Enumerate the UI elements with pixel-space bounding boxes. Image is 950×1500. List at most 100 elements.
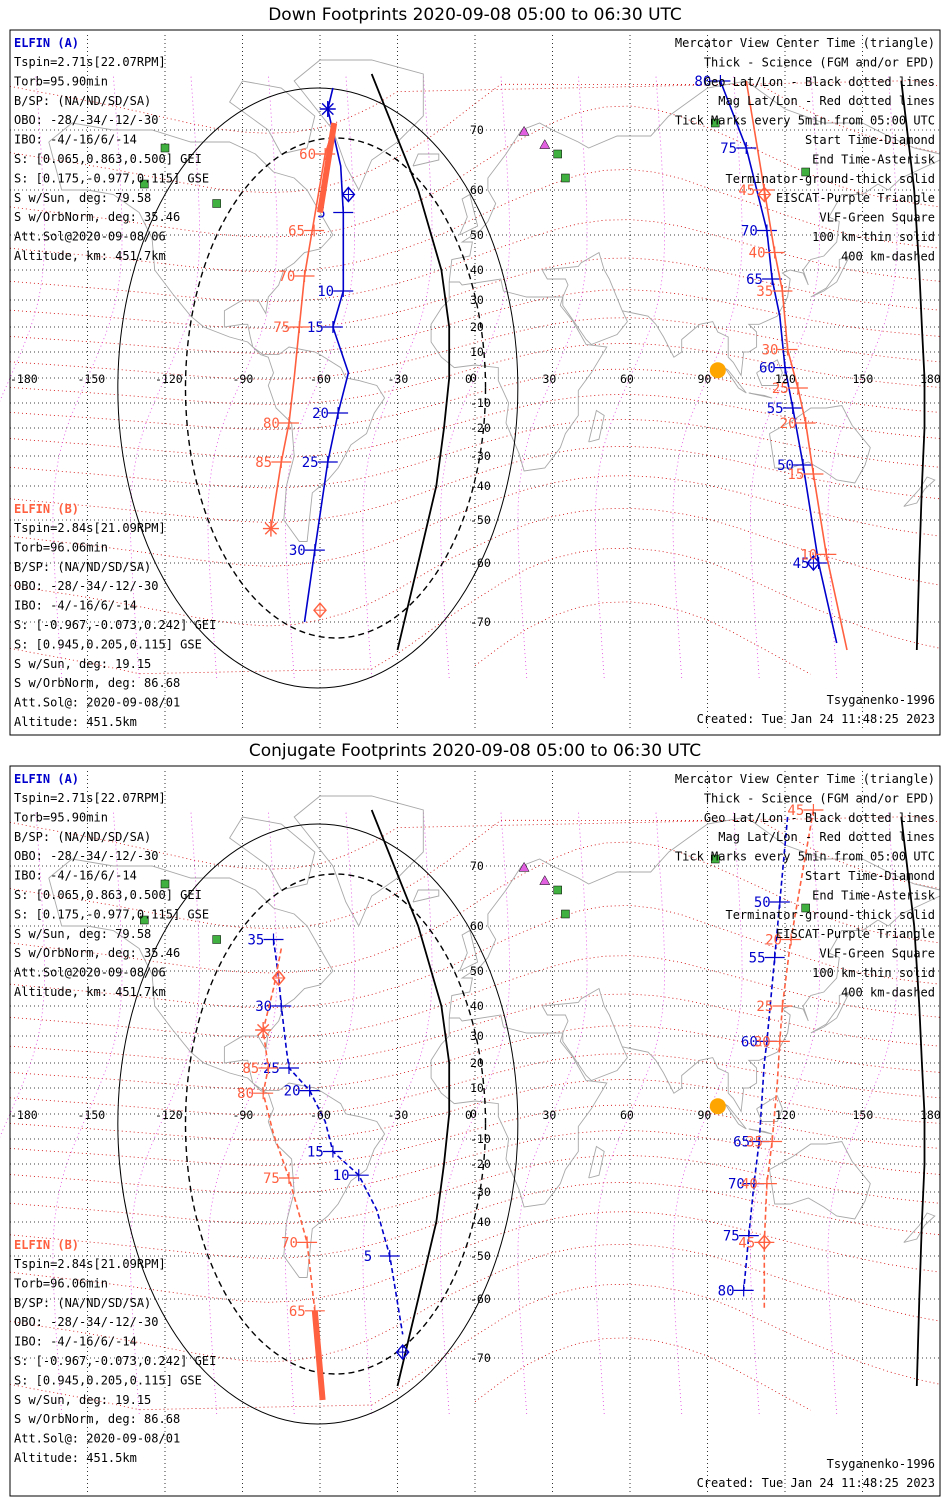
legend: Mercator View Center Time (triangle) Thic… xyxy=(675,36,936,263)
mag-latitude-line xyxy=(9,393,941,459)
vlf-square-icon xyxy=(160,143,170,153)
longitude-tick-label: -90 xyxy=(233,372,254,386)
time-tick-label: 35 xyxy=(756,284,773,300)
time-tick-label: 65 xyxy=(289,1304,306,1320)
elfin-b-line: Torb=96.06min xyxy=(14,540,108,554)
time-tick-label: 20 xyxy=(284,1084,301,1100)
elfin-a-line: Tspin=2.71s[22.07RPM] xyxy=(14,791,166,805)
coastline xyxy=(748,392,773,399)
time-tick-label: 10 xyxy=(317,284,334,300)
subsolar-point-icon xyxy=(709,1098,726,1115)
longitude-tick-label: -30 xyxy=(388,1108,409,1122)
latitude-tick-label: 20 xyxy=(470,320,484,334)
mag-latitude-line xyxy=(9,445,941,523)
created-label: Created: Tue Jan 24 11:48:25 2023 xyxy=(697,1476,935,1490)
mag-latitude-line xyxy=(9,475,941,567)
time-tick-label: 5 xyxy=(364,1249,372,1265)
time-tick-label: 20 xyxy=(765,933,782,949)
mag-latitude-line xyxy=(9,317,941,380)
vlf-square-icon xyxy=(801,167,810,177)
terminator-line xyxy=(370,809,451,1387)
latitude-tick-label: -50 xyxy=(470,1249,491,1263)
latitude-tick-label: 20 xyxy=(470,1056,484,1070)
elfin-b-line: S w/Sun, deg: 19.15 xyxy=(14,1393,151,1407)
elfin-a-line: OBO: -28/-34/-12/-30 xyxy=(14,113,159,127)
legend-item: Start Time-Diamond xyxy=(805,133,935,147)
longitude-tick-label: 90 xyxy=(698,1108,712,1122)
legend-item: Mag Lat/Lon - Red dotted lines xyxy=(718,94,935,108)
longitude-tick-label: -90 xyxy=(233,1108,254,1122)
end-asterisk-icon xyxy=(264,522,278,535)
mag-latitude-line xyxy=(9,1053,941,1116)
latitude-tick-label: 30 xyxy=(470,293,484,307)
subsolar-point-icon xyxy=(709,362,726,379)
elfin-b-line: B/SP: (NA/ND/SD/SA) xyxy=(14,1296,151,1310)
time-tick-label: 70 xyxy=(279,269,296,285)
time-tick-label: 40 xyxy=(741,1177,758,1193)
latitude-tick-label: -60 xyxy=(470,1292,491,1306)
legend-item: Terminator-ground-thick solid xyxy=(725,908,935,922)
elfin-b-line: Tspin=2.84s[21.09RPM] xyxy=(14,1257,166,1271)
latitude-tick-label: -10 xyxy=(470,396,491,410)
time-tick-label: 30 xyxy=(289,543,306,559)
mag-latitude-line xyxy=(9,841,941,974)
time-tick-label: 15 xyxy=(307,1145,324,1161)
elfin-a-name: ELFIN (A) xyxy=(14,772,79,786)
mag-latitude-line xyxy=(9,1211,941,1303)
elfin-b-line: IBO: -4/-16/6/-14 xyxy=(14,599,137,613)
elfin-a-line: Att.Sol@2020-09-08/06 xyxy=(14,966,166,980)
longitude-tick-label: -150 xyxy=(78,372,106,386)
elfin-a-line: Tspin=2.71s[22.07RPM] xyxy=(14,55,166,69)
coastline xyxy=(430,278,608,472)
longitude-tick-label: -180 xyxy=(10,372,38,386)
panel-title-conjugate: Conjugate Footprints 2020-09-08 05:00 to… xyxy=(248,741,702,761)
coastline xyxy=(588,409,605,443)
longitude-tick-label: 30 xyxy=(543,1108,557,1122)
legend-item: Mag Lat/Lon - Red dotted lines xyxy=(718,830,935,844)
legend-item: VLF-Green Square xyxy=(819,947,935,961)
time-tick-label: 25 xyxy=(302,455,319,471)
latitude-tick-label: 0 xyxy=(470,1107,477,1121)
elfin-b-line: S w/OrbNorm, deg: 86.68 xyxy=(14,676,180,690)
time-tick-label: 60 xyxy=(759,361,776,377)
time-tick-label: 5 xyxy=(317,206,325,222)
mag-latitude-line xyxy=(9,1129,941,1195)
elfin-b-line: Att.Sol@: 2020-09-08/01 xyxy=(14,1432,180,1446)
footprint-track xyxy=(745,80,848,651)
elfin-b-line: OBO: -28/-34/-12/-30 xyxy=(14,1315,159,1329)
coastline xyxy=(588,1145,605,1179)
coastline xyxy=(756,1095,783,1122)
elfin-b-line: Tspin=2.84s[21.09RPM] xyxy=(14,521,166,535)
legend-item: Mercator View Center Time (triangle) xyxy=(675,36,935,50)
mag-latitude-line xyxy=(9,547,941,675)
legend-item: EISCAT-Purple Triangle xyxy=(776,927,935,941)
latitude-tick-label: -30 xyxy=(470,1185,491,1199)
vlf-square-icon xyxy=(212,935,221,944)
legend-item: 400 km-dashed xyxy=(841,249,935,263)
vlf-square-icon xyxy=(140,915,149,925)
legend-item: VLF-Green Square xyxy=(819,211,935,225)
elfin-a-line: S: [0.065,0.863,0.500] GEI xyxy=(14,888,202,902)
coastline xyxy=(769,1141,871,1220)
footprint-track xyxy=(763,809,815,1311)
coastline xyxy=(541,251,628,346)
time-tick-label: 60 xyxy=(299,147,316,163)
eiscat-triangle-icon xyxy=(539,875,551,885)
longitude-tick-label: 150 xyxy=(853,1108,874,1122)
latitude-tick-label: 60 xyxy=(470,183,484,197)
time-tick-label: 30 xyxy=(255,999,272,1015)
time-tick-label: 80 xyxy=(718,1283,735,1299)
vlf-square-icon xyxy=(160,879,170,889)
end-asterisk-icon xyxy=(257,1023,270,1037)
science-zone-segment xyxy=(317,122,338,213)
longitude-tick-label: -120 xyxy=(155,1108,183,1122)
eiscat-triangle-icon xyxy=(539,139,551,149)
vlf-square-icon xyxy=(553,149,562,159)
coastline xyxy=(459,193,479,236)
legend-item: Geo Lat/Lon - Black dotted lines xyxy=(704,75,935,89)
elfin-b-line: S w/Sun, deg: 19.15 xyxy=(14,657,151,671)
latitude-tick-label: 60 xyxy=(470,919,484,933)
vlf-square-icon xyxy=(711,118,720,128)
map-content: 3530252015105858075706550556065707580452… xyxy=(0,771,941,1492)
legend-item: 400 km-dashed xyxy=(841,985,935,999)
